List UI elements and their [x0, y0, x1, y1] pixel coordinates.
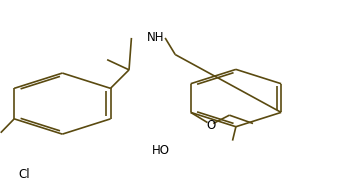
Text: Cl: Cl	[19, 168, 30, 181]
Text: HO: HO	[152, 144, 170, 157]
Text: NH: NH	[147, 31, 164, 43]
Text: O: O	[206, 119, 215, 132]
